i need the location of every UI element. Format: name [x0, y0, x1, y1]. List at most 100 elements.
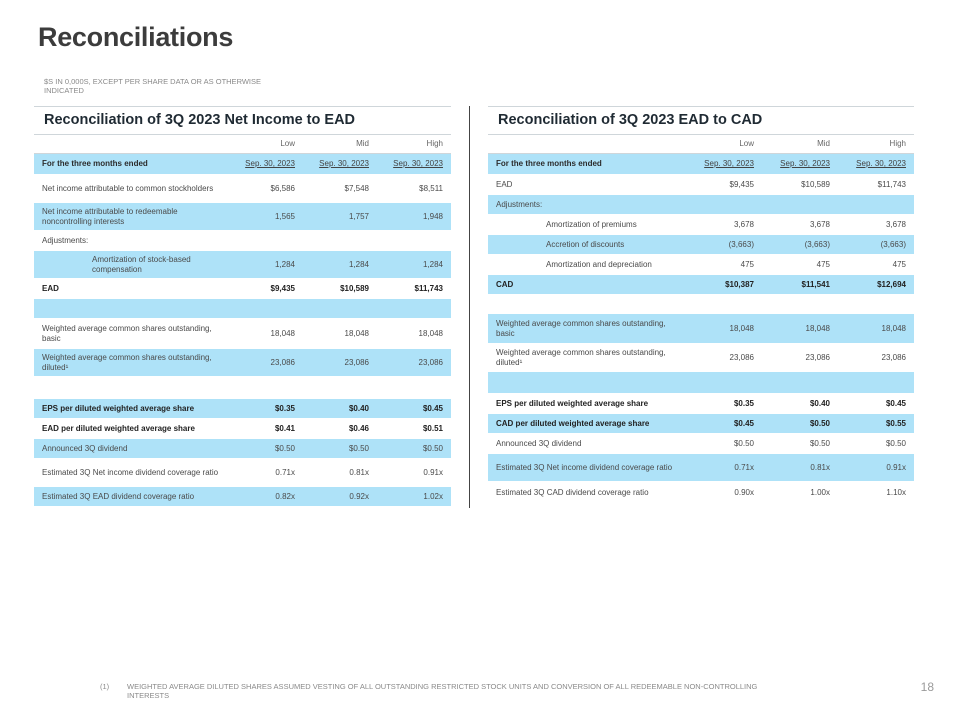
- row-label: Estimated 3Q Net income dividend coverag…: [488, 453, 686, 482]
- cell: $9,435: [229, 278, 303, 299]
- column-header: Low: [686, 135, 762, 154]
- cell: 0.92x: [303, 486, 377, 507]
- table-row: EPS per diluted weighted average share $…: [488, 393, 914, 414]
- footnote-text: Weighted average diluted shares assumed …: [127, 682, 758, 700]
- cell: $0.50: [377, 438, 451, 459]
- row-label: EAD: [488, 174, 686, 195]
- row-label: EAD per diluted weighted average share: [34, 418, 229, 439]
- table-row: Weighted average common shares outstandi…: [34, 348, 451, 377]
- table-row: For the three months ended Sep. 30, 2023…: [488, 153, 914, 175]
- table-row: EAD per diluted weighted average share $…: [34, 418, 451, 439]
- cell: $0.51: [377, 418, 451, 439]
- cell: $0.46: [303, 418, 377, 439]
- cell: 23,086: [377, 348, 451, 377]
- cell: $0.35: [229, 398, 303, 419]
- row-label: For the three months ended: [34, 153, 229, 175]
- row-label: CAD: [488, 274, 686, 295]
- table-row: CAD per diluted weighted average share $…: [488, 413, 914, 434]
- row-label: Weighted average common shares outstandi…: [488, 343, 686, 372]
- cell: 23,086: [838, 343, 914, 372]
- cell: 0.71x: [229, 458, 303, 487]
- cell: 18,048: [377, 318, 451, 349]
- cell: 23,086: [229, 348, 303, 377]
- units-note: $s in 0,000s, except per share data or a…: [44, 77, 262, 95]
- cell: $0.45: [377, 398, 451, 419]
- cell: 18,048: [838, 313, 914, 344]
- cell: (3,663): [762, 234, 838, 255]
- spacer-row: [34, 298, 451, 319]
- cell: 0.81x: [762, 453, 838, 482]
- row-label: EPS per diluted weighted average share: [34, 398, 229, 419]
- cell: 475: [838, 254, 914, 275]
- cell: 1.02x: [377, 486, 451, 507]
- row-label: Amortization of premiums: [488, 214, 686, 235]
- row-label: Amortization of stock-based compensation: [34, 250, 229, 279]
- row-label: Weighted average common shares outstandi…: [488, 313, 686, 344]
- row-label: Amortization and depreciation: [488, 254, 686, 275]
- cell: $0.45: [838, 393, 914, 414]
- table-row: Amortization of premiums 3,678 3,678 3,6…: [488, 214, 914, 235]
- row-label: Estimated 3Q CAD dividend coverage ratio: [488, 481, 686, 504]
- cell: $0.40: [762, 393, 838, 414]
- cell: $11,743: [377, 278, 451, 299]
- cell: $8,511: [377, 174, 451, 203]
- cell: 23,086: [686, 343, 762, 372]
- column-header: Mid: [303, 135, 377, 154]
- spacer-row: [488, 294, 914, 314]
- table-row: Amortization and depreciation 475 475 47…: [488, 254, 914, 275]
- cell: Sep. 30, 2023: [762, 153, 838, 175]
- cell: 0.82x: [229, 486, 303, 507]
- cell: 1,284: [229, 250, 303, 279]
- cell: 0.90x: [686, 481, 762, 504]
- cell: 18,048: [762, 313, 838, 344]
- spacer-row: [34, 376, 451, 399]
- cell: $0.50: [229, 438, 303, 459]
- table-row: Weighted average common shares outstandi…: [488, 343, 914, 372]
- cell: $0.50: [762, 413, 838, 434]
- cell: 1,565: [229, 202, 303, 231]
- table-row: EPS per diluted weighted average share $…: [34, 398, 451, 419]
- column-header-row: Low Mid High: [34, 135, 451, 154]
- cell: Sep. 30, 2023: [229, 153, 303, 175]
- row-label: Accretion of discounts: [488, 234, 686, 255]
- row-label: Net income attributable to common stockh…: [34, 174, 229, 203]
- cell: 475: [686, 254, 762, 275]
- cell: 1.00x: [762, 481, 838, 504]
- cell: 18,048: [303, 318, 377, 349]
- cell: $9,435: [686, 174, 762, 195]
- cell: $10,589: [762, 174, 838, 195]
- cell: $10,589: [303, 278, 377, 299]
- row-label: For the three months ended: [488, 153, 686, 175]
- cell: $6,586: [229, 174, 303, 203]
- row-label: Weighted average common shares outstandi…: [34, 348, 229, 377]
- row-label: Estimated 3Q Net income dividend coverag…: [34, 458, 229, 487]
- cell: $0.50: [762, 433, 838, 454]
- cell: 1,948: [377, 202, 451, 231]
- table-row: Amortization of stock-based compensation…: [34, 250, 451, 279]
- table-row: Announced 3Q dividend $0.50 $0.50 $0.50: [488, 433, 914, 454]
- row-label: Adjustments:: [488, 194, 686, 215]
- cell: $0.35: [686, 393, 762, 414]
- cell: $0.50: [686, 433, 762, 454]
- table-row: Net income attributable to redeemable no…: [34, 202, 451, 231]
- row-label: Adjustments:: [34, 230, 229, 251]
- table-row: Adjustments:: [34, 230, 451, 251]
- panel-divider: [469, 106, 470, 508]
- column-header: Mid: [762, 135, 838, 154]
- column-header-row: Low Mid High: [488, 135, 914, 154]
- cell: $0.40: [303, 398, 377, 419]
- table-row: Estimated 3Q Net income dividend coverag…: [34, 458, 451, 487]
- cell: 1.10x: [838, 481, 914, 504]
- table-row: Adjustments:: [488, 194, 914, 215]
- cell: 3,678: [762, 214, 838, 235]
- column-header: Low: [229, 135, 303, 154]
- panel-title: Reconciliation of 3Q 2023 Net Income to …: [34, 106, 451, 135]
- footnote: (1) Weighted average diluted shares assu…: [100, 682, 760, 700]
- table-row: Weighted average common shares outstandi…: [488, 313, 914, 344]
- table-row: EAD $9,435 $10,589 $11,743: [488, 174, 914, 195]
- cell: $11,541: [762, 274, 838, 295]
- net-income-to-ead-panel: Reconciliation of 3Q 2023 Net Income to …: [34, 106, 451, 507]
- table-row: Accretion of discounts (3,663) (3,663) (…: [488, 234, 914, 255]
- row-label: Announced 3Q dividend: [488, 433, 686, 454]
- cell: 0.91x: [838, 453, 914, 482]
